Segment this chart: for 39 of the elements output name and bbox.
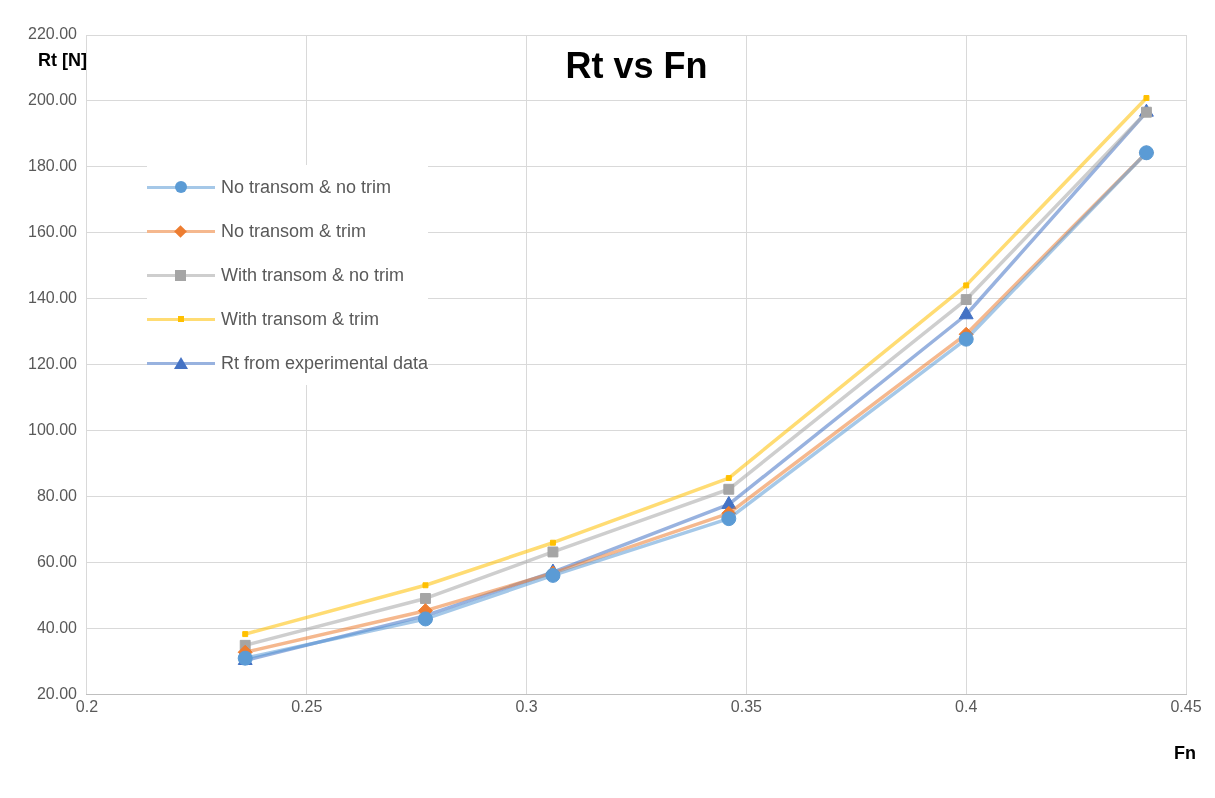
point xyxy=(960,294,972,306)
y-tick-label: 180.00 xyxy=(28,157,78,175)
y-tick-label: 200.00 xyxy=(28,91,78,109)
point xyxy=(1143,95,1150,101)
chart-title: Rt vs Fn xyxy=(565,45,708,87)
point xyxy=(721,511,737,527)
y-tick-label: 40.00 xyxy=(36,619,78,637)
legend-label: With transom & trim xyxy=(220,308,379,330)
y-axis-title: Rt [N] xyxy=(38,50,87,71)
x-axis-title: Fn xyxy=(1174,743,1196,764)
y-tick-label: 160.00 xyxy=(28,223,78,241)
y-tick-label: 20.00 xyxy=(36,685,78,703)
legend-label: No transom & no trim xyxy=(220,176,391,198)
y-tick-label: 100.00 xyxy=(28,421,78,439)
point xyxy=(547,546,559,558)
y-tick-label: 140.00 xyxy=(28,289,78,307)
x-tick-label: 0.4 xyxy=(955,697,978,715)
point xyxy=(725,475,732,482)
point xyxy=(958,331,974,347)
legend-label: No transom & trim xyxy=(220,220,366,242)
y-tick-label: 120.00 xyxy=(28,355,78,373)
y-tick-label: 60.00 xyxy=(36,553,78,571)
point xyxy=(958,306,974,320)
y-tick-label: 80.00 xyxy=(36,487,78,505)
point xyxy=(963,282,970,289)
legend-label: With transom & no trim xyxy=(220,264,404,286)
x-tick-label: 0.2 xyxy=(75,697,99,715)
point xyxy=(422,582,429,589)
legend-label: Rt from experimental data xyxy=(220,352,429,374)
y-tick-label: 220.00 xyxy=(28,25,78,43)
x-tick-label: 0.45 xyxy=(1170,697,1202,715)
x-tick-label: 0.35 xyxy=(730,697,763,715)
point xyxy=(723,483,735,495)
x-tick-label: 0.25 xyxy=(291,697,323,715)
point xyxy=(417,611,433,627)
point xyxy=(242,631,249,638)
point xyxy=(549,539,556,546)
point xyxy=(420,593,431,604)
x-tick-label: 0.3 xyxy=(515,697,538,715)
